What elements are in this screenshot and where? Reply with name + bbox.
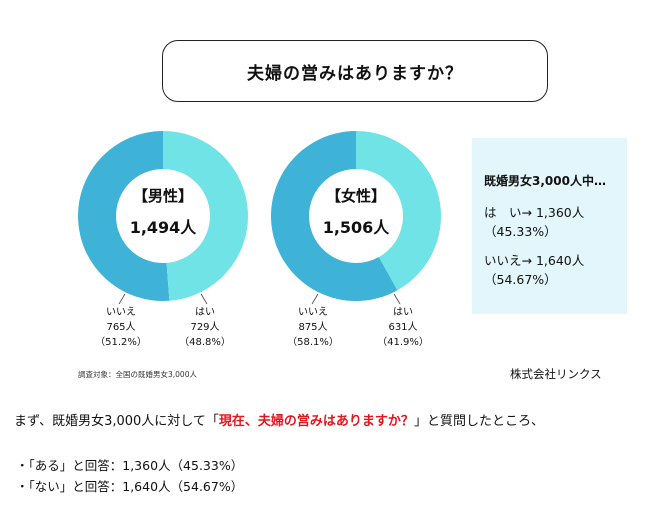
female-yes-label: はい 631人（41.9%） <box>377 307 429 348</box>
female-slice-yes <box>356 131 441 291</box>
female-leader-yes <box>393 293 401 305</box>
intro-highlight: 現在、夫婦の営みはありますか？ <box>218 414 414 429</box>
company-name: 株式会社リンクス <box>510 367 602 381</box>
summary-box: 既婚男女3,000人中… は い→ 1,360人 （45.33%） いいえ→ 1… <box>472 138 627 314</box>
male-leader-yes <box>200 293 208 305</box>
male-total-label: 1,494人 <box>129 218 197 237</box>
intro-text: まず、既婚男女3,000人に対して「現在、夫婦の営みはありますか？」と質問したと… <box>14 414 544 429</box>
female-no-label: いいえ 875人（58.1%） <box>287 307 339 348</box>
male-group-label: 【男性】 <box>132 187 193 205</box>
summary-yes: は い→ 1,360人 （45.33%） <box>484 205 585 239</box>
survey-note: 調査対象：全国の既婚男女3,000人 <box>78 370 197 379</box>
female-leader-no <box>311 293 319 305</box>
male-slice-yes <box>163 131 249 301</box>
page-title: 夫婦の営みはありますか？ <box>247 63 463 84</box>
summary-heading: 既婚男女3,000人中… <box>484 174 606 188</box>
female-slice-no <box>270 131 398 301</box>
male-yes-label: はい 729人（48.8%） <box>179 307 231 348</box>
list-item: ・「ない」と回答：1,640人（54.67%） <box>16 479 244 494</box>
male-leader-no <box>118 293 126 305</box>
female-group-label: 【女性】 <box>325 187 386 205</box>
female-center-label: 【女性】 1,506人 <box>296 185 416 238</box>
male-no-label: いいえ 765人（51.2%） <box>95 307 147 348</box>
male-center-label: 【男性】 1,494人 <box>103 185 223 238</box>
male-slice-no <box>78 131 170 301</box>
result-list: ・「ある」と回答：1,360人（45.33%） ・「ない」と回答：1,640人（… <box>16 455 243 497</box>
female-total-label: 1,506人 <box>322 218 390 237</box>
title-box: 夫婦の営みはありますか？ <box>162 40 548 102</box>
list-item: ・「ある」と回答：1,360人（45.33%） <box>16 458 244 473</box>
summary-no: いいえ→ 1,640人 （54.67%） <box>484 253 585 287</box>
donut-charts <box>78 131 441 305</box>
